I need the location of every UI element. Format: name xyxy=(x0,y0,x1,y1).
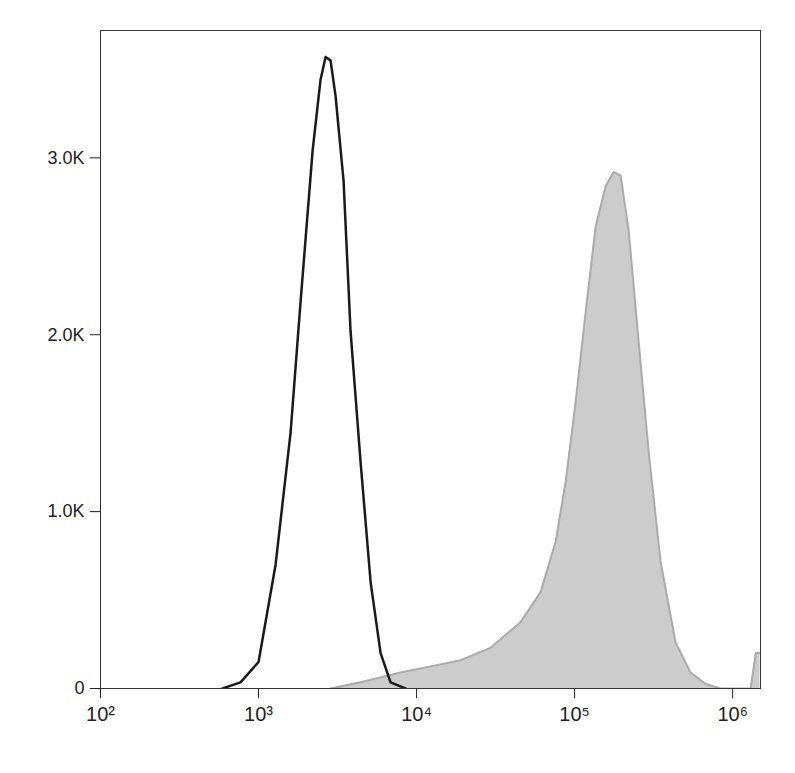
svg-text:10⁵: 10⁵ xyxy=(559,703,590,725)
svg-text:2.0K: 2.0K xyxy=(47,324,84,344)
svg-text:10⁶: 10⁶ xyxy=(717,703,747,725)
svg-text:0: 0 xyxy=(74,678,84,698)
svg-text:1.0K: 1.0K xyxy=(47,501,84,521)
svg-text:3.0K: 3.0K xyxy=(47,148,84,168)
svg-text:10³: 10³ xyxy=(244,703,273,725)
svg-text:10²: 10² xyxy=(86,703,115,725)
svg-text:10⁴: 10⁴ xyxy=(401,703,432,725)
